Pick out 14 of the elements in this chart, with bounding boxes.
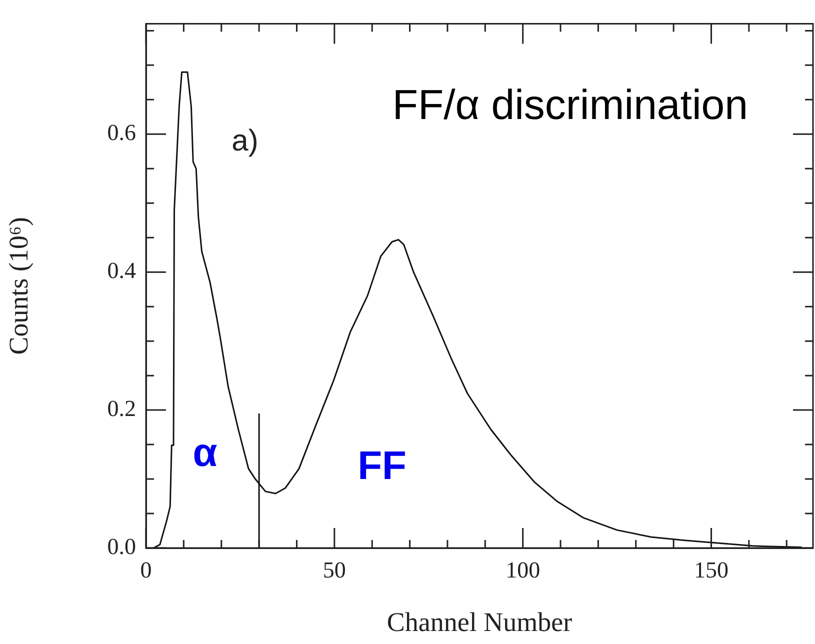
y-tick-label: 0.2 (107, 396, 136, 422)
annotation: a) (232, 124, 258, 158)
x-tick-label: 50 (322, 558, 346, 583)
y-tick-label: 0.4 (107, 258, 136, 284)
annotation: FF (358, 444, 406, 488)
x-tick-label: 150 (694, 558, 729, 583)
y-tick-label: 0.6 (107, 120, 136, 146)
x-axis-title: Channel Number (386, 606, 572, 637)
text: FF/α discrimination (392, 80, 748, 128)
annotation: α (192, 431, 218, 476)
x-tick-label: 100 (506, 558, 540, 583)
y-axis-title: Counts (10⁶) (3, 217, 34, 355)
y-tick-label: 0.0 (107, 534, 136, 560)
x-tick-label: 0 (140, 558, 152, 583)
